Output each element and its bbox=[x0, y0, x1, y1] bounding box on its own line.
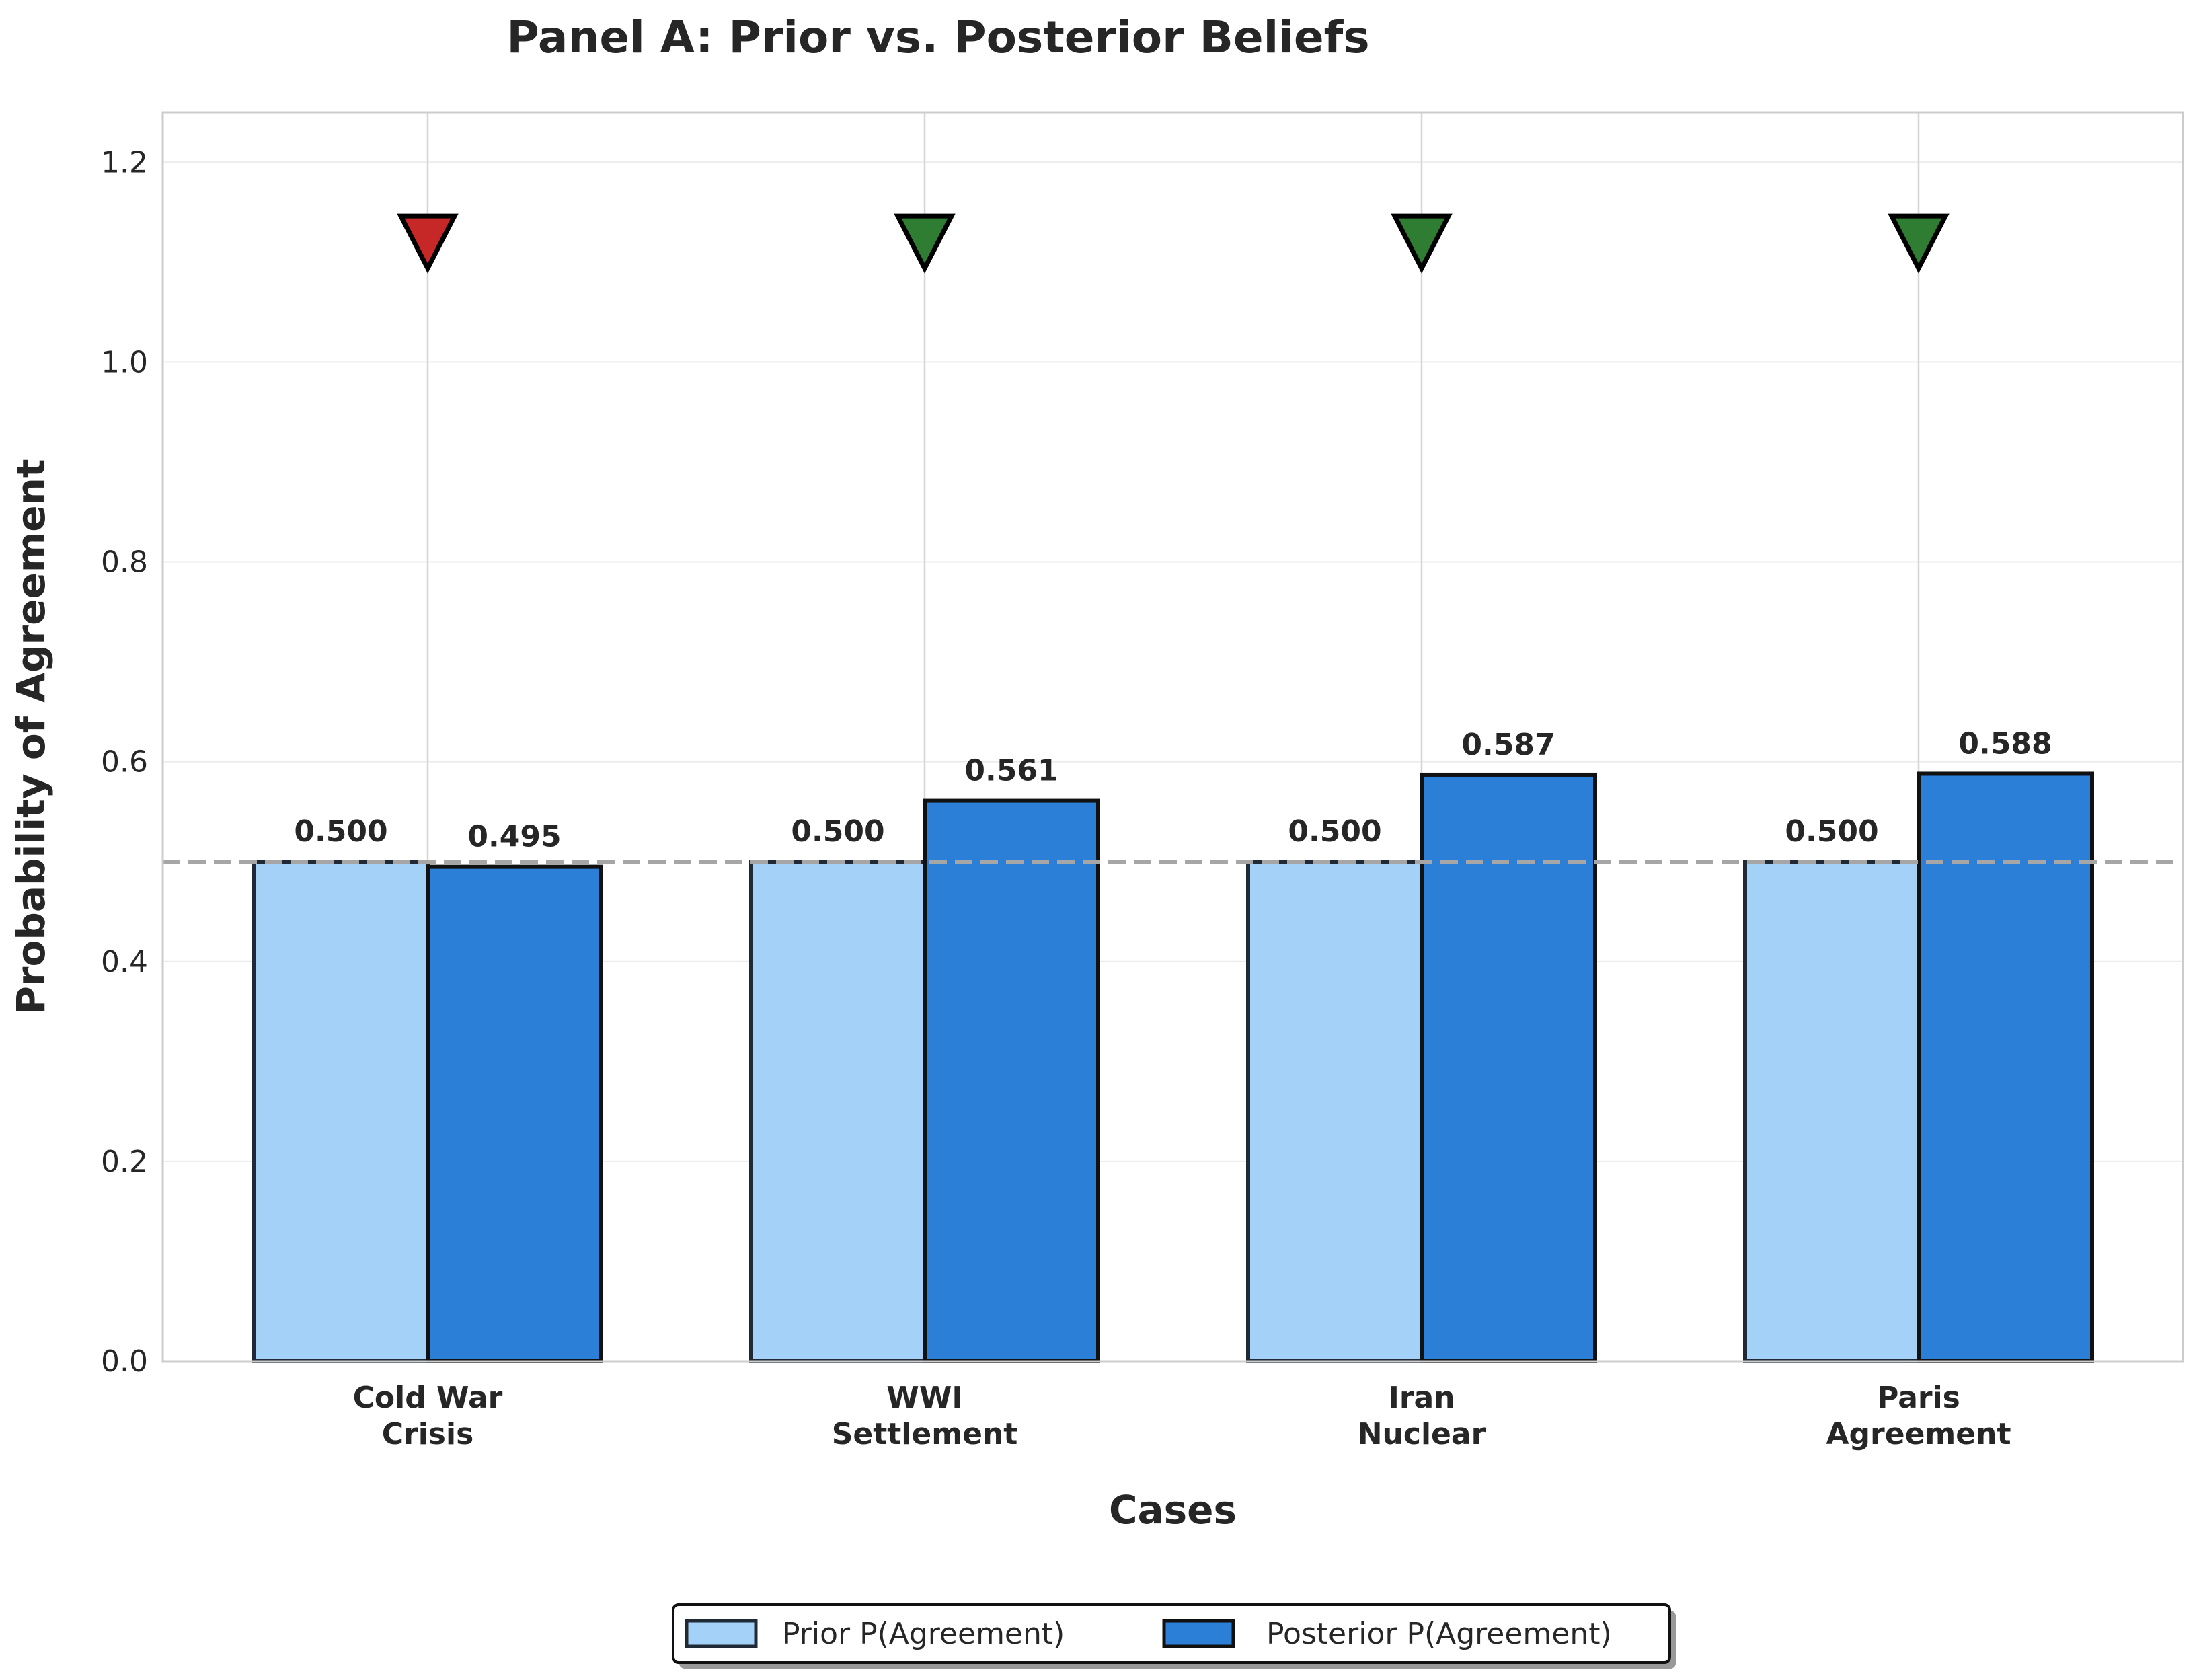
legend-label-prior: Prior P(Agreement) bbox=[782, 1617, 1065, 1651]
x-tick-line: Settlement bbox=[832, 1417, 1018, 1451]
prior-value-label: 0.500 bbox=[1785, 814, 1878, 849]
data-labels: 0.500 0.500 0.500 0.500 0.495 0.561 0.587 0.588 bbox=[294, 726, 2052, 853]
x-tick-line: Paris bbox=[1877, 1381, 1960, 1415]
y-axis-label: Probability of Agreement bbox=[8, 459, 54, 1014]
x-tick-line: Nuclear bbox=[1358, 1417, 1486, 1451]
markers bbox=[397, 213, 1950, 274]
y-tick-label: 0.2 bbox=[101, 1145, 148, 1179]
prior-bar bbox=[1246, 860, 1424, 1363]
posterior-bar bbox=[426, 864, 603, 1364]
triangle-marker bbox=[397, 213, 459, 274]
prior-bar bbox=[749, 860, 927, 1363]
x-tick-label: WWI Settlement bbox=[832, 1381, 1018, 1451]
x-tick-line: Cold War bbox=[353, 1381, 503, 1415]
y-tick-label: 0.0 bbox=[101, 1344, 148, 1379]
prior-value-label: 0.500 bbox=[791, 814, 884, 849]
x-tick-line: WWI bbox=[886, 1381, 962, 1415]
x-tick-line: Crisis bbox=[382, 1417, 474, 1451]
x-tick-label: Paris Agreement bbox=[1826, 1381, 2011, 1451]
triangle-marker bbox=[894, 213, 956, 274]
legend: Prior P(Agreement) Posterior P(Agreement) bbox=[672, 1603, 1676, 1669]
posterior-bar bbox=[923, 798, 1100, 1363]
legend-swatch-prior bbox=[685, 1619, 758, 1648]
x-axis-label: Cases bbox=[1109, 1487, 1237, 1533]
legend-swatch-posterior bbox=[1162, 1619, 1235, 1648]
y-tick-label: 0.8 bbox=[101, 545, 148, 580]
prior-value-label: 0.500 bbox=[294, 814, 387, 849]
x-tick-label: Cold War Crisis bbox=[353, 1381, 503, 1451]
y-tick-label: 0.4 bbox=[101, 945, 148, 979]
triangle-marker bbox=[1888, 213, 1950, 274]
bars bbox=[252, 771, 2094, 1364]
x-axis-ticks: Cold War Crisis WWI Settlement Iran Nuclear Pa… bbox=[353, 1381, 2011, 1451]
chart-title: Panel A: Prior vs. Posterior Beliefs bbox=[506, 11, 1369, 63]
posterior-value-label: 0.587 bbox=[1461, 728, 1555, 762]
posterior-bar bbox=[1420, 772, 1597, 1363]
prior-bar bbox=[1743, 860, 1921, 1363]
y-tick-label: 0.6 bbox=[101, 745, 148, 779]
y-tick-label: 1.0 bbox=[101, 345, 148, 379]
triangle-marker bbox=[1391, 213, 1453, 274]
x-tick-label: Iran Nuclear bbox=[1358, 1381, 1486, 1451]
posterior-bar bbox=[1917, 771, 2094, 1363]
legend-label-posterior: Posterior P(Agreement) bbox=[1266, 1617, 1612, 1651]
posterior-value-label: 0.561 bbox=[964, 754, 1058, 788]
prior-bar bbox=[252, 860, 430, 1363]
posterior-value-label: 0.495 bbox=[467, 820, 561, 854]
y-axis-ticks: 0.0 0.2 0.4 0.6 0.8 1.0 1.2 bbox=[101, 145, 148, 1379]
y-tick-label: 1.2 bbox=[101, 145, 148, 180]
x-tick-line: Iran bbox=[1388, 1381, 1455, 1415]
x-tick-line: Agreement bbox=[1826, 1417, 2011, 1451]
posterior-value-label: 0.588 bbox=[1958, 726, 2052, 761]
plot-frame bbox=[161, 111, 2184, 1363]
prior-value-label: 0.500 bbox=[1288, 814, 1381, 849]
